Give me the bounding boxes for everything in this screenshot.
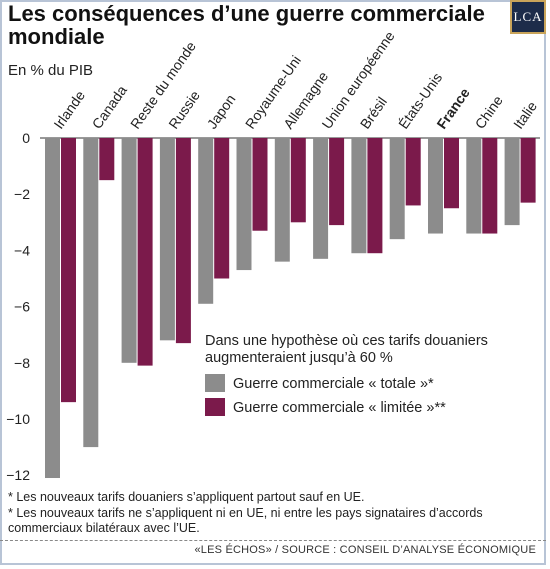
chart-subtitle: En % du PIB [8, 62, 94, 79]
bar [175, 138, 191, 344]
bar [428, 138, 443, 234]
bar [466, 138, 482, 234]
bar [290, 138, 306, 223]
bar [45, 138, 60, 479]
bar [198, 138, 214, 304]
source-line: «LES ÉCHOS» / SOURCE : CONSEIL D’ANALYSE… [0, 540, 546, 556]
bar [444, 138, 459, 209]
y-tick-label: −4 [14, 242, 30, 258]
legend-title: augmenteraient jusqu’à 60 % [205, 350, 393, 366]
lca-logo: LCA [510, 0, 546, 34]
x-category-label: Japon [204, 91, 239, 131]
y-tick-label: −12 [6, 467, 30, 483]
bar [99, 138, 115, 181]
legend-label: Guerre commerciale « limitée »** [233, 400, 446, 416]
y-tick-label: −2 [14, 186, 30, 202]
footnotes: * Les nouveaux tarifs douaniers s’appliq… [8, 490, 538, 537]
footnote-1: * Les nouveaux tarifs douaniers s’appliq… [8, 490, 365, 504]
footnote-2: * Les nouveaux tarifs ne s’appliquent ni… [8, 506, 483, 535]
chart-title: Les conséquences d’une guerre commercial… [8, 1, 485, 49]
bar [313, 138, 329, 259]
legend-swatch [205, 398, 225, 416]
x-category-label: Reste du monde [127, 38, 199, 132]
bar [61, 138, 76, 403]
bar [329, 138, 345, 226]
y-tick-label: −10 [6, 411, 30, 427]
legend-title: Dans une hypothèse où ces tarifs douanie… [205, 333, 488, 349]
x-category-label: Russie [165, 87, 203, 131]
x-category-label: France [433, 85, 473, 132]
bar [137, 138, 153, 366]
bar [389, 138, 405, 240]
x-category-label: Italie [510, 98, 540, 132]
bar [520, 138, 536, 203]
bar [236, 138, 252, 271]
bar [482, 138, 498, 234]
y-tick-label: 0 [22, 130, 30, 146]
y-tick-label: −8 [14, 355, 30, 371]
legend-label: Guerre commerciale « totale »* [233, 376, 434, 392]
bar [405, 138, 421, 206]
x-category-label: Irlande [50, 87, 88, 131]
y-tick-label: −6 [14, 299, 30, 315]
bar [214, 138, 230, 279]
bar [351, 138, 367, 254]
bar [367, 138, 383, 254]
bar [274, 138, 290, 262]
x-category-label: Canada [89, 82, 130, 132]
bar [83, 138, 99, 448]
legend-swatch [205, 374, 225, 392]
bar [252, 138, 268, 231]
x-category-label: Brésil [357, 94, 390, 132]
bar [504, 138, 520, 226]
x-category-label: Chine [472, 92, 506, 131]
bar [159, 138, 175, 341]
x-category-label: Union européenne [318, 28, 397, 132]
bar [121, 138, 137, 363]
